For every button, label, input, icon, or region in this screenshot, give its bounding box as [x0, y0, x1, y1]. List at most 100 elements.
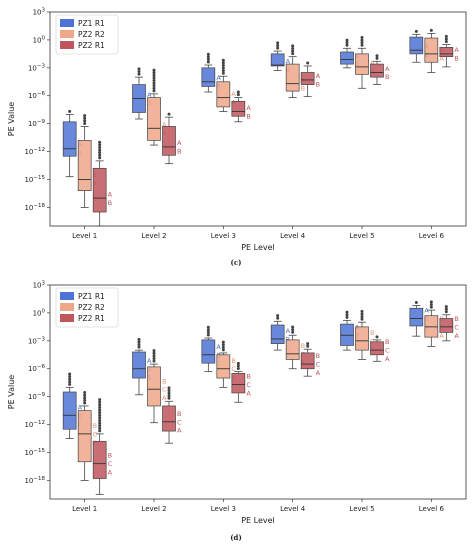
outlier-point: [68, 377, 72, 381]
significance-letter: B: [177, 148, 181, 156]
outlier-point: [375, 335, 379, 339]
outlier-point: [152, 71, 156, 75]
x-tick-label: Level 4: [280, 232, 306, 240]
significance-letter: A: [147, 91, 152, 99]
legend-swatch-pz2-r1: [60, 314, 74, 322]
significance-letter: A: [246, 104, 251, 112]
box-pz2-r1-level-4: AB: [300, 61, 321, 98]
legend-label-pz1-r1: PZ1 R1: [78, 292, 105, 301]
legend-swatch-pz2-r1: [60, 41, 74, 49]
outlier-point: [98, 426, 102, 430]
significance-letter: A: [177, 139, 182, 147]
outlier-point: [360, 309, 364, 313]
significance-letter: B: [454, 315, 458, 323]
outlier-point: [206, 325, 210, 329]
significance-letter: B: [454, 55, 458, 63]
outlier-point: [444, 34, 448, 38]
box-body: [409, 36, 424, 55]
x-tick-label: Level 2: [141, 505, 166, 513]
significance-letter: B: [286, 335, 290, 343]
outlier-point: [444, 40, 448, 44]
y-tick-labels: 103 100 10−3 10−6 10−9 10−12 10−15 10−18: [24, 281, 50, 485]
y-tick-label: 10−3: [28, 63, 46, 72]
box-groups: ABCBCABCAABBBCABCAABCBCABCAABCBCABCAABCB…: [62, 300, 459, 495]
significance-letter: C: [385, 347, 390, 355]
x-axis-label: PE Level: [241, 243, 275, 252]
y-tick-labels: 103 100 10−3 10−6 10−9 10−12 10−15 10−18: [24, 8, 50, 212]
outlier-point: [345, 41, 349, 45]
box-body: [62, 391, 77, 430]
outlier-point: [152, 89, 156, 93]
outlier-point: [221, 66, 225, 70]
outlier-point: [291, 325, 295, 329]
significance-letter: A: [108, 190, 113, 198]
y-tick-label: 10−3: [28, 336, 46, 345]
outlier-point: [68, 375, 72, 379]
box-pz1-r1-level-1: AB: [62, 109, 83, 178]
y-tick-label: 10−15: [24, 175, 45, 184]
y-tick-label: 100: [33, 308, 46, 317]
outlier-point: [98, 398, 102, 402]
legend-label-pz2-r2: PZ2 R2: [78, 303, 105, 312]
legend-swatch-pz1-r1: [60, 19, 74, 27]
box-pz2-r1-level-4: BCA: [300, 342, 321, 377]
outlier-point: [444, 307, 448, 311]
box-body: [340, 323, 354, 346]
y-axis-label: PE Value: [7, 102, 16, 136]
box-body: [77, 410, 92, 463]
box-pz2-r2-level-5: AA: [355, 35, 375, 89]
legend-swatch-pz2-r2: [60, 30, 74, 38]
outlier-point: [83, 391, 87, 395]
outlier-point: [221, 61, 225, 65]
outlier-point: [83, 393, 87, 397]
box-body: [424, 37, 439, 63]
outlier-point: [360, 43, 364, 47]
box-pz2-r1-level-3: AB: [231, 90, 251, 123]
box-pz2-r1-level-5: AB: [370, 54, 390, 85]
outlier-point: [206, 57, 210, 61]
box-body: [216, 354, 231, 379]
outlier-point: [98, 413, 102, 417]
outlier-point: [444, 37, 448, 41]
significance-letter: A: [246, 389, 251, 397]
outlier-point: [83, 119, 87, 123]
outlier-point: [98, 145, 102, 149]
outlier-point: [206, 330, 210, 334]
x-tick-labels: Level 1 Level 2 Level 3 Level 4 Level 5 Level…: [72, 499, 444, 513]
significance-letter: A: [316, 369, 321, 377]
box-pz2-r2-level-3: BC A: [216, 340, 236, 388]
legend: PZ1 R1 PZ2 R2 PZ2 R1: [55, 14, 119, 55]
outlier-point: [345, 315, 349, 319]
outlier-point: [152, 359, 156, 363]
outlier-point: [98, 411, 102, 415]
box-body: [162, 126, 176, 156]
box-body: [409, 307, 424, 327]
box-pz2-r2-level-1: BC A: [77, 391, 98, 481]
outlier-point: [291, 52, 295, 56]
outlier-point: [276, 43, 280, 47]
significance-letter: B: [93, 422, 97, 430]
outlier-point: [137, 345, 141, 349]
significance-letter: A: [108, 469, 113, 477]
outlier-point: [98, 418, 102, 422]
box-pz2-r1-level-2: BCA: [162, 386, 182, 444]
outlier-point: [429, 303, 433, 307]
outlier-point: [152, 76, 156, 80]
significance-letter: A: [177, 427, 182, 435]
box-pz2-r1-level-1: BCA: [92, 398, 113, 495]
y-tick-label: 10−18: [24, 203, 45, 212]
outlier-point: [429, 28, 433, 32]
significance-letter: C: [370, 337, 375, 345]
outlier-point: [360, 38, 364, 42]
outlier-point: [206, 60, 210, 64]
outlier-point: [206, 52, 210, 56]
outlier-point: [414, 300, 418, 304]
panel-caption: (c): [231, 258, 242, 267]
box-body: [300, 352, 315, 370]
x-tick-label: Level 4: [280, 505, 306, 513]
significance-letter: A: [439, 55, 444, 63]
x-tick-label: Level 3: [211, 505, 236, 513]
y-tick-label: 10−6: [28, 91, 46, 100]
significance-letter: A: [454, 46, 459, 54]
